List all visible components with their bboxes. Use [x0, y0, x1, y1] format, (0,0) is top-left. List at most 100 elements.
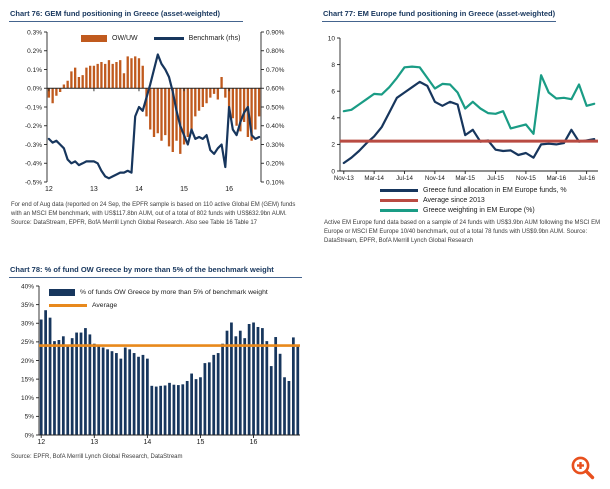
chart78-axes — [36, 285, 300, 439]
chart76-svg: 0.3% 0.2% 0.1% 0.0% -0.1% -0.2% -0.3% -0.4% -0.5… — [25, 30, 285, 194]
bar — [163, 385, 167, 436]
bar — [247, 324, 251, 436]
greece-fund-allocation-in-em-europe-funds-line — [342, 81, 596, 165]
left-axis-label: -0.1% — [25, 105, 42, 112]
bar — [92, 66, 96, 89]
x-axis-label: Mar-15 — [455, 175, 475, 182]
average78-line-swatch — [49, 304, 87, 308]
bar — [257, 88, 261, 117]
bar — [194, 379, 198, 436]
bar — [283, 377, 286, 436]
zoom-in-icon[interactable] — [569, 454, 597, 482]
left-axis-label: -0.5% — [25, 180, 42, 187]
left-axis-label: 25% — [21, 340, 34, 347]
right-axis-label: 0.70% — [266, 67, 285, 74]
left-axis-label: 40% — [21, 284, 34, 291]
bar — [154, 386, 158, 436]
bar — [256, 327, 260, 436]
bar — [168, 383, 171, 436]
bar — [47, 88, 51, 99]
legend-item-average78: Average — [49, 302, 117, 309]
left-axis-label: 0.3% — [27, 30, 42, 37]
bar — [171, 88, 174, 153]
left-axis-label: -0.4% — [25, 161, 42, 168]
left-axis-label: 0% — [25, 433, 35, 440]
bar — [122, 73, 126, 89]
bar — [296, 346, 300, 436]
chart77-legend: Greece fund allocation in EM Europe fund… — [380, 187, 608, 214]
bar — [181, 384, 185, 436]
bar — [61, 336, 65, 436]
weighting-line-swatch — [380, 209, 418, 213]
bar — [278, 354, 282, 436]
right-axis-label: 0.90% — [266, 30, 285, 37]
left-axis-label: 20% — [21, 358, 34, 365]
bar — [242, 88, 246, 123]
x-axis-label: Nov-15 — [516, 175, 537, 182]
chart76-plot-area: 0.3% 0.2% 0.1% 0.0% -0.1% -0.2% -0.3% -0.4% -0.5… — [9, 26, 307, 196]
bar — [172, 385, 176, 436]
bar — [254, 88, 257, 130]
owuw-bar-swatch — [81, 35, 107, 43]
legend-label-ow-funds: % of funds OW Greece by more than 5% of … — [80, 289, 268, 297]
bar — [85, 68, 88, 89]
bar — [152, 88, 156, 138]
legend-item-owuw: OW/UW — [81, 35, 138, 43]
left-axis-label: -0.3% — [25, 142, 42, 149]
right-axis-label: 0.60% — [266, 86, 285, 93]
bar — [75, 332, 78, 436]
bar — [57, 340, 61, 436]
bar — [216, 88, 219, 100]
bar — [70, 338, 74, 436]
legend-item-ow-funds: % of funds OW Greece by more than 5% of … — [49, 289, 268, 297]
left-axis-label: 35% — [21, 302, 34, 309]
bar — [66, 345, 70, 436]
bar — [205, 88, 208, 104]
bar — [79, 332, 83, 436]
bar — [81, 75, 84, 89]
bar — [141, 66, 144, 89]
bar — [55, 88, 58, 97]
bar — [235, 88, 238, 127]
benchmark-line-swatch — [153, 37, 184, 41]
left-axis-label: 15% — [21, 377, 34, 384]
bar — [252, 322, 255, 436]
left-axis-label: -0.2% — [25, 123, 42, 130]
bar — [167, 88, 171, 147]
x-axis-label: Mar-16 — [546, 175, 566, 182]
bar — [182, 88, 186, 145]
bar — [146, 359, 149, 436]
bar — [110, 351, 114, 436]
x-axis-label: 15 — [197, 439, 205, 446]
bar — [84, 328, 87, 436]
bar — [179, 88, 182, 155]
bar — [39, 319, 43, 436]
chart77-plot-area: 10 8 6 4 2 0 Nov-13 Mar-14 Jul-14 Nov-14 Mar-15 Jul… — [322, 32, 608, 186]
bar — [126, 56, 129, 89]
x-axis-label: Nov-14 — [425, 175, 446, 182]
average-line-swatch — [380, 199, 418, 203]
legend-label-average78: Average — [92, 302, 118, 310]
bar — [106, 349, 109, 436]
bar — [150, 386, 154, 436]
bar — [115, 62, 118, 89]
legend-label-owuw: OW/UW — [112, 35, 138, 43]
bar — [111, 64, 114, 89]
chart78-svg: 40% 35% 30% 25% 20% 15% 10% 5% 0%12 13 14 15 16 — [21, 284, 300, 446]
bar — [119, 359, 123, 436]
bar — [115, 353, 118, 436]
bar — [221, 344, 224, 436]
bar — [212, 355, 216, 436]
bar — [176, 385, 180, 436]
left-axis-label: 6 — [331, 89, 335, 96]
bar — [149, 88, 152, 130]
bar — [53, 341, 56, 436]
bar — [164, 88, 167, 136]
chart76-footnote: For end of Aug data (reported on 24 Sep,… — [11, 202, 296, 227]
bar — [291, 337, 295, 436]
chart78-bars — [39, 310, 300, 436]
bar — [238, 331, 242, 436]
chart78-title: Chart 78: % of fund OW Greece by more th… — [9, 262, 302, 279]
right-axis-label: 0.20% — [266, 161, 285, 168]
left-axis-label: 0.2% — [27, 48, 42, 55]
